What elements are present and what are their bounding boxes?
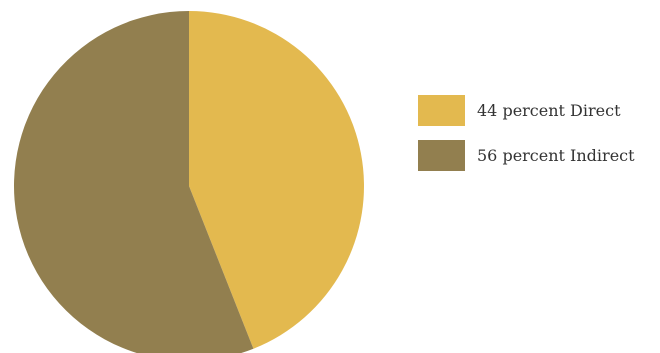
legend-item-indirect: 56 percent Indirect <box>418 139 635 171</box>
legend-swatch-indirect <box>418 139 465 171</box>
pie-slice-direct <box>189 11 364 349</box>
pie-slice-indirect <box>13 11 254 353</box>
legend-item-direct: 44 percent Direct <box>418 94 635 126</box>
pie-slices <box>13 11 364 353</box>
legend-label-indirect: 56 percent Indirect <box>477 145 635 165</box>
chart-legend: 44 percent Direct 56 percent Indirect <box>418 94 635 184</box>
legend-label-direct: 44 percent Direct <box>477 100 621 120</box>
legend-swatch-direct <box>418 94 465 126</box>
